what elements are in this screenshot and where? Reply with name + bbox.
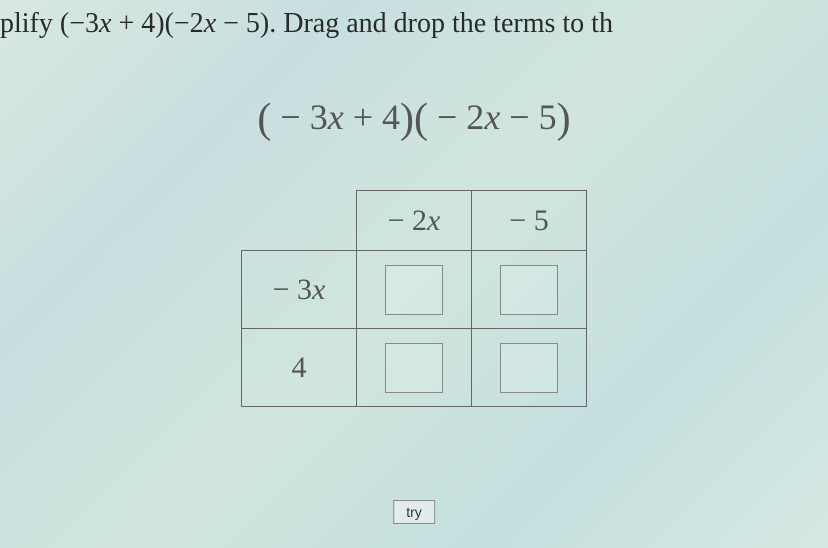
- instr-expr-p1: (−3: [60, 8, 99, 39]
- paren-open-2: (: [414, 96, 428, 142]
- drop-target[interactable]: [385, 265, 443, 315]
- col2-prefix: − 5: [509, 204, 548, 237]
- row1-prefix: − 3: [273, 273, 312, 306]
- paren-open-1: (: [257, 96, 271, 142]
- col1-var: x: [427, 204, 440, 237]
- paren-close-2: ): [557, 96, 571, 142]
- drop-target[interactable]: [385, 343, 443, 393]
- expr-part2: + 4: [344, 97, 400, 137]
- instruction-suffix: . Drag and drop the terms to th: [269, 8, 613, 39]
- row1-var: x: [312, 273, 325, 306]
- paren-close-1: ): [400, 96, 414, 142]
- drop-cell-2-1[interactable]: [357, 329, 472, 407]
- col-header-1: − 2x: [357, 191, 472, 251]
- multiplication-table: − 2x − 5 − 3x 4: [241, 190, 587, 407]
- instruction-prefix: plify: [0, 8, 60, 39]
- drop-cell-1-2[interactable]: [472, 251, 587, 329]
- col1-prefix: − 2: [388, 204, 427, 237]
- row2-prefix: 4: [292, 351, 307, 384]
- instr-expr-v1: x: [99, 8, 111, 39]
- expr-part1: − 3: [271, 97, 327, 137]
- corner-cell: [242, 191, 357, 251]
- expr-part4: − 5: [500, 97, 556, 137]
- expr-var2: x: [484, 97, 500, 137]
- main-expression: ( − 3x + 4)( − 2x − 5): [0, 95, 828, 143]
- instr-expr-p2: + 4)(−2: [111, 8, 203, 39]
- expr-part3: − 2: [428, 97, 484, 137]
- expr-var1: x: [328, 97, 344, 137]
- drop-cell-1-1[interactable]: [357, 251, 472, 329]
- col-header-2: − 5: [472, 191, 587, 251]
- row-header-1: − 3x: [242, 251, 357, 329]
- instruction-text: plify (−3x + 4)(−2x − 5). Drag and drop …: [0, 8, 828, 40]
- instr-expr-v2: x: [204, 8, 216, 39]
- drop-target[interactable]: [500, 343, 558, 393]
- drop-target[interactable]: [500, 265, 558, 315]
- instr-expr-p3: − 5): [216, 8, 269, 39]
- row-header-2: 4: [242, 329, 357, 407]
- drop-cell-2-2[interactable]: [472, 329, 587, 407]
- try-button[interactable]: try: [393, 500, 435, 524]
